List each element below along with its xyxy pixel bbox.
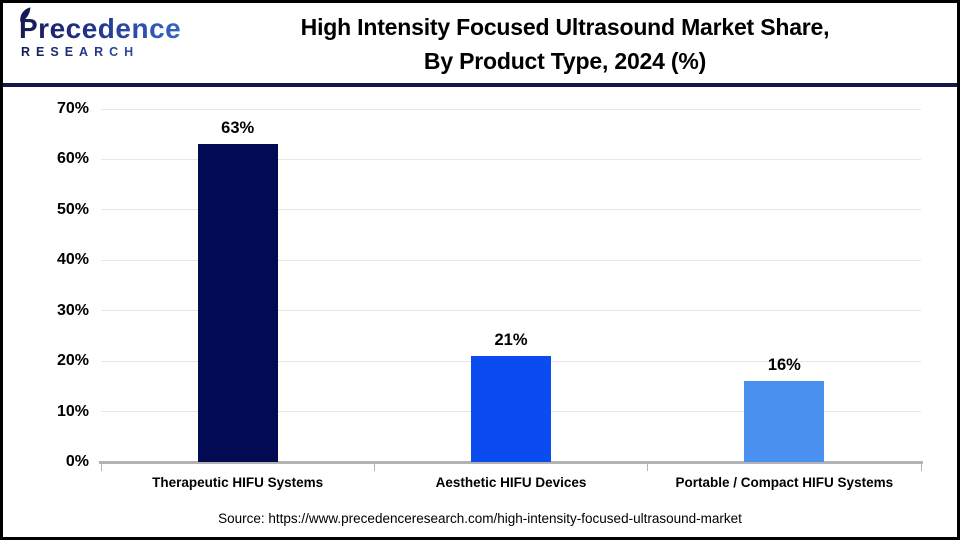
precedence-research-logo: Precedence RESEARCH [19, 7, 199, 59]
y-axis-label: 0% [65, 453, 89, 470]
header: Precedence RESEARCH High Intensity Focus… [3, 3, 957, 83]
bar [197, 144, 278, 462]
y-axis-label: 10% [56, 402, 89, 420]
y-axis-label: 50% [56, 200, 89, 218]
gridline [101, 259, 921, 261]
y-axis-label: 30% [56, 301, 89, 319]
bar [744, 381, 825, 462]
y-axis-label: 20% [56, 352, 89, 370]
x-axis-label: Therapeutic HIFU Systems [152, 475, 324, 490]
gridline [101, 158, 921, 160]
chart-title: High Intensity Focused Ultrasound Market… [193, 10, 937, 78]
bar-value-label: 21% [494, 331, 528, 350]
gridline [101, 108, 921, 110]
chart-title-line1: High Intensity Focused Ultrasound Market… [300, 14, 830, 40]
y-axis-label: 60% [56, 150, 89, 168]
chart-title-line2: By Product Type, 2024 (%) [423, 48, 707, 74]
gridline [101, 209, 921, 211]
axis-tick [373, 464, 375, 471]
source-link[interactable]: Source: https://www.precedenceresearch.c… [218, 511, 742, 526]
y-axis-label: 40% [56, 251, 89, 269]
axis-tick [647, 464, 649, 471]
bar-value-label: 16% [767, 356, 801, 375]
header-divider [3, 83, 957, 87]
plot-area: 0% 10% 20% 30% 40% 50% 60% 70% 63% Therapeutic HI… [57, 100, 923, 490]
axis-tick [920, 464, 922, 471]
leaf-icon [20, 7, 31, 23]
x-axis-label: Aesthetic HIFU Devices [435, 475, 587, 490]
gridline [101, 310, 921, 312]
axis-tick [100, 464, 102, 471]
bar [471, 356, 551, 462]
x-axis-line [99, 461, 923, 464]
logo-subtext: RESEARCH [19, 45, 199, 59]
logo-wordmark: Precedence [19, 7, 199, 44]
x-axis-label: Portable / Compact HIFU Systems [675, 475, 894, 490]
bar-value-label: 63% [221, 119, 255, 138]
y-axis-label: 70% [56, 100, 89, 117]
logo-text: Precedence [19, 13, 182, 44]
